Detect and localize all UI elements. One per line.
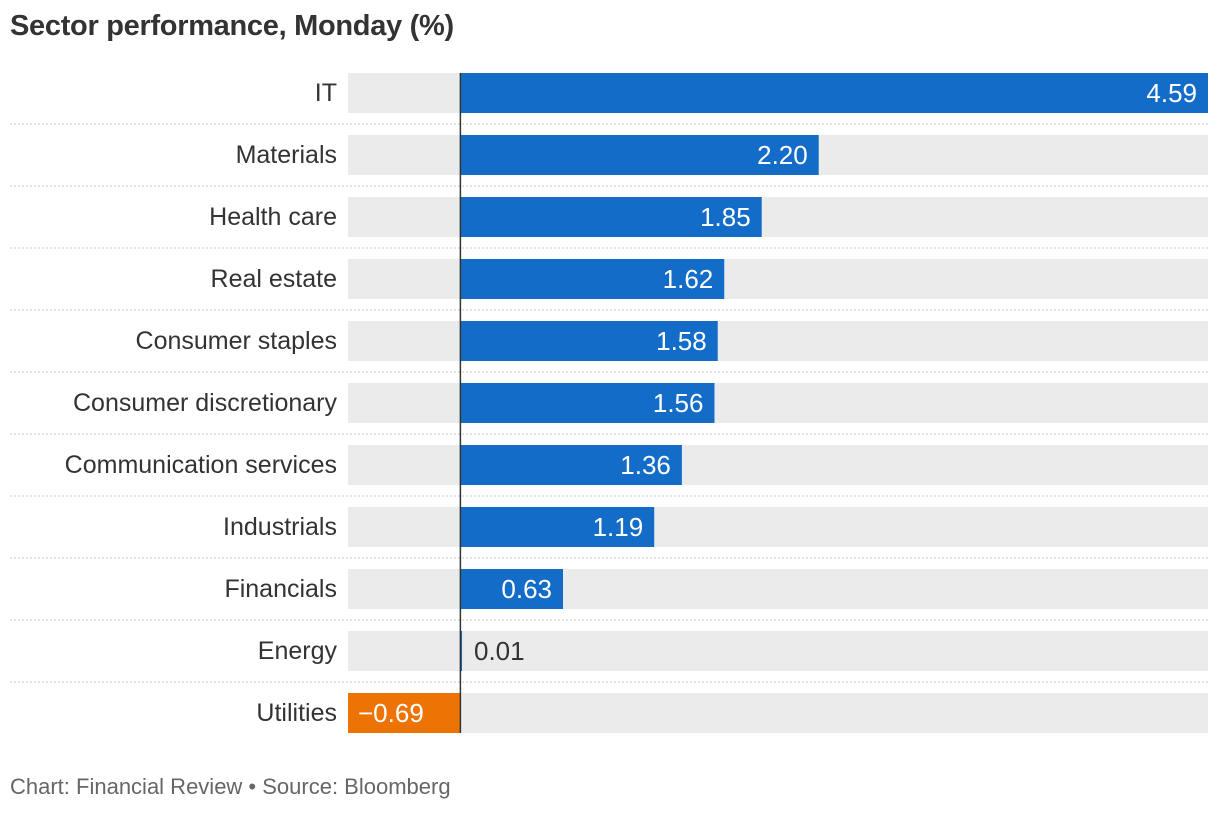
value-label: −0.69 bbox=[358, 698, 424, 728]
bar bbox=[460, 259, 725, 299]
chart-title: Sector performance, Monday (%) bbox=[10, 10, 454, 42]
category-label: Real estate bbox=[211, 265, 337, 293]
bar bbox=[460, 321, 718, 361]
category-label: Energy bbox=[258, 637, 338, 665]
bars bbox=[348, 73, 1208, 733]
bar bbox=[460, 507, 655, 547]
category-label: Industrials bbox=[223, 513, 337, 541]
bar bbox=[460, 569, 563, 609]
value-label: 1.56 bbox=[653, 388, 704, 418]
value-label: 1.19 bbox=[593, 512, 644, 542]
category-label: Communication services bbox=[65, 451, 337, 479]
category-label: Consumer staples bbox=[136, 327, 337, 355]
chart-footer: Chart: Financial Review • Source: Bloomb… bbox=[10, 774, 451, 799]
bar bbox=[460, 135, 819, 175]
value-label: 1.36 bbox=[620, 450, 671, 480]
value-label: 4.59 bbox=[1146, 78, 1197, 108]
category-label: Financials bbox=[224, 575, 337, 603]
category-labels: IT Materials Health care Real estate Consume… bbox=[65, 79, 338, 727]
value-label: 2.20 bbox=[757, 140, 808, 170]
category-label: Materials bbox=[236, 141, 337, 169]
value-label: 1.62 bbox=[663, 264, 714, 294]
category-label: Health care bbox=[209, 203, 337, 231]
value-labels: 4.59 2.20 1.85 1.62 1.58 1.56 1.36 1.19 0.63 0.01… bbox=[358, 78, 1197, 728]
value-label: 1.58 bbox=[656, 326, 707, 356]
bar bbox=[348, 693, 461, 733]
category-label: Utilities bbox=[256, 699, 337, 727]
bar bbox=[460, 73, 1208, 113]
category-label: IT bbox=[315, 79, 337, 107]
bar bbox=[460, 445, 682, 485]
bar-track bbox=[348, 693, 1208, 733]
bar-track bbox=[348, 631, 1208, 671]
bar bbox=[460, 197, 762, 237]
bar bbox=[460, 631, 463, 671]
value-label: 0.01 bbox=[474, 636, 525, 666]
value-label: 1.85 bbox=[700, 202, 751, 232]
value-label: 0.63 bbox=[501, 574, 552, 604]
bar bbox=[460, 383, 715, 423]
category-label: Consumer discretionary bbox=[73, 389, 337, 417]
